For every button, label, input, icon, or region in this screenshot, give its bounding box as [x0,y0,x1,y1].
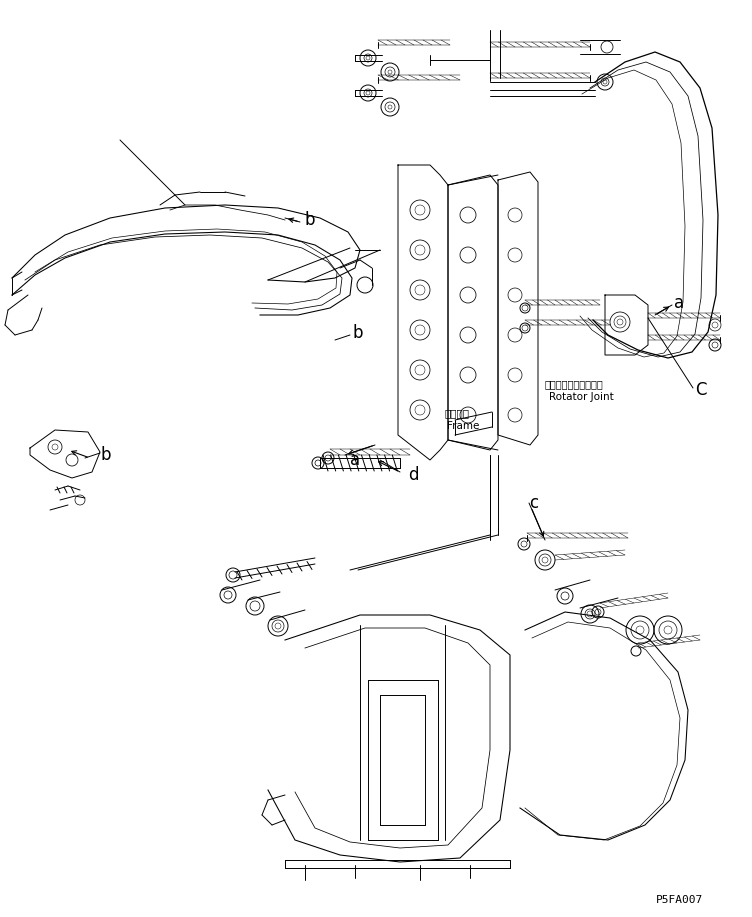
Text: a: a [674,294,684,312]
Text: Rotator Joint: Rotator Joint [549,392,614,402]
Text: b: b [353,324,363,342]
Text: ローテータジョイント: ローテータジョイント [545,379,604,389]
Text: C: C [695,381,706,399]
Text: a: a [350,451,360,469]
Text: b: b [305,211,316,229]
Text: P5FA007: P5FA007 [656,895,703,905]
Text: フレーム: フレーム [445,408,470,418]
Text: b: b [100,446,111,464]
Text: d: d [408,466,419,484]
Text: Frame: Frame [447,421,479,431]
Text: c: c [529,494,538,512]
